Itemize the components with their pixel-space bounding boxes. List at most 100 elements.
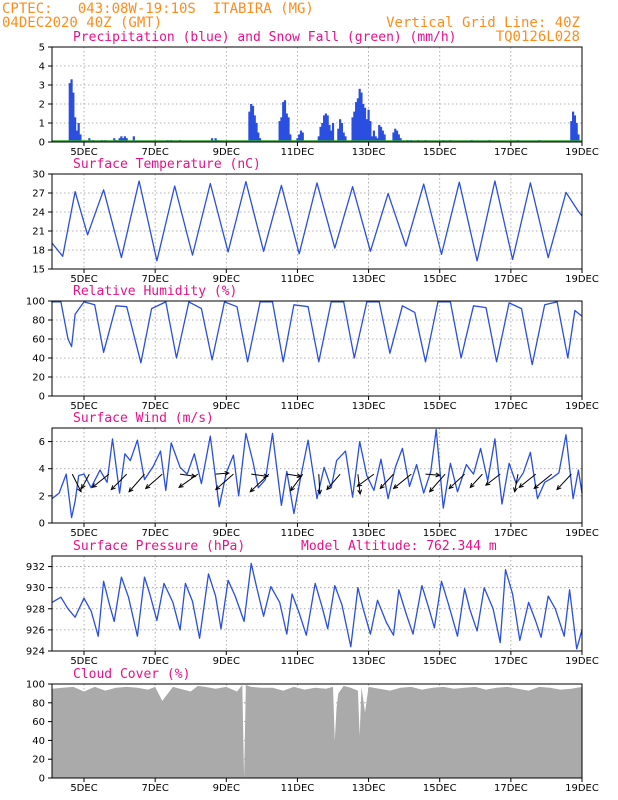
precip-bar [392,132,395,142]
rh-series-line [52,301,583,366]
precip-bar [280,117,283,142]
precip-bar [369,121,372,142]
precip-bar [248,111,251,142]
x-tick-label: 9DEC [213,528,240,539]
wind-arrow [513,474,519,493]
precip-bar [122,138,125,142]
y-tick-label: 2 [39,100,45,111]
precip-bar [360,92,363,142]
wind-arrow [469,473,483,489]
panel-frame [51,173,583,270]
precip-bar [70,79,73,142]
precip-bar [326,115,329,142]
precip-bar [321,123,324,142]
x-tick-label: 19DEC [565,528,599,539]
temp-series-line [51,180,583,262]
x-tick-label: 13DEC [352,528,386,539]
y-tick-label: 20 [32,755,45,766]
precip-bar [399,138,402,142]
precip-bar [125,138,128,142]
x-tick-label: 13DEC [352,656,386,667]
y-tick-label: 928 [26,604,45,615]
precip-bar [323,115,326,142]
precip-bar [319,126,322,142]
precip-bar [72,92,75,142]
precip-bar [575,123,578,142]
x-tick-label: 13DEC [352,147,386,158]
precip-bar [378,124,381,142]
x-tick-label: 11DEC [281,401,315,412]
y-tick-label: 3 [39,81,45,92]
model-altitude-label: Model Altitude: 762.344 m [301,539,497,554]
wind-arrow [484,473,501,486]
y-tick-label: 80 [32,698,45,709]
y-tick-label: 40 [32,736,45,747]
wind-arrow [392,473,412,490]
wind-arrow [110,473,128,491]
precip-bar [381,130,384,142]
panel-frame [51,555,583,652]
precip-bar [344,136,347,142]
x-tick-label: 11DEC [281,656,315,667]
x-tick-label: 9DEC [213,401,240,412]
x-tick-label: 5DEC [70,274,97,285]
precip-bar [340,123,343,142]
y-tick-label: 924 [26,647,45,658]
x-tick-label: 7DEC [141,147,168,158]
x-tick-label: 11DEC [281,528,315,539]
wind-arrow [128,473,145,493]
precip-bar [328,124,331,142]
wind-arrow [91,473,110,489]
y-tick-label: 27 [32,189,45,200]
precip-bar [371,136,374,142]
x-tick-label: 15DEC [423,401,457,412]
precip-bar [365,119,368,142]
header-run-time: 04DEC2020 40Z (GMT) [2,15,162,31]
wind-arrow [448,473,465,490]
x-tick-label: 9DEC [213,274,240,285]
precip-bar [113,138,116,142]
y-tick-label: 0 [39,392,45,403]
x-tick-label: 17DEC [494,656,528,667]
x-tick-label: 15DEC [423,147,457,158]
y-tick-label: 932 [26,562,45,573]
y-tick-label: 21 [32,227,45,238]
y-tick-label: 0 [39,774,45,785]
wind-arrow [326,473,341,491]
x-tick-label: 5DEC [70,401,97,412]
x-tick-label: 19DEC [565,274,599,285]
wind-arrow [214,473,234,491]
y-tick-label: 2 [39,491,45,502]
panel-temp: 15 18 21 24 27 30 5DEC 7DEC 9DEC 11DEC 13DEC 15DEC 1… [32,157,599,285]
precip-bar [296,138,299,142]
precip-bar [210,138,214,142]
x-tick-label: 5DEC [70,656,97,667]
precip-bar [324,113,327,142]
panel-frame [51,683,583,779]
precip-bar [376,138,379,142]
header-model-id: TQ0126L028 [496,29,580,45]
cloud-cover-area [52,684,582,778]
y-tick-label: 6 [39,437,45,448]
precip-bar [287,117,290,142]
x-tick-label: 7DEC [141,528,168,539]
precip-bar [278,121,281,142]
x-tick-label: 17DEC [494,401,528,412]
precip-bar [577,134,580,142]
x-tick-label: 9DEC [213,147,240,158]
precip-bar [285,113,288,142]
y-tick-label: 30 [32,170,45,181]
x-tick-label: 7DEC [141,401,168,412]
precip-bar [383,134,386,142]
pressure-title: Surface Pressure (hPa) [73,539,245,554]
header-grid-line: Vertical Grid Line: 40Z [386,15,580,31]
x-tick-label: 7DEC [141,274,168,285]
precip-bar [251,105,255,142]
precip-bar [358,88,361,142]
wind-arrow [81,473,90,490]
precip-bar [353,111,356,142]
x-tick-label: 19DEC [565,401,599,412]
precip-bar [351,117,354,142]
wind-arrow [71,473,82,493]
precip-bar [394,128,397,142]
